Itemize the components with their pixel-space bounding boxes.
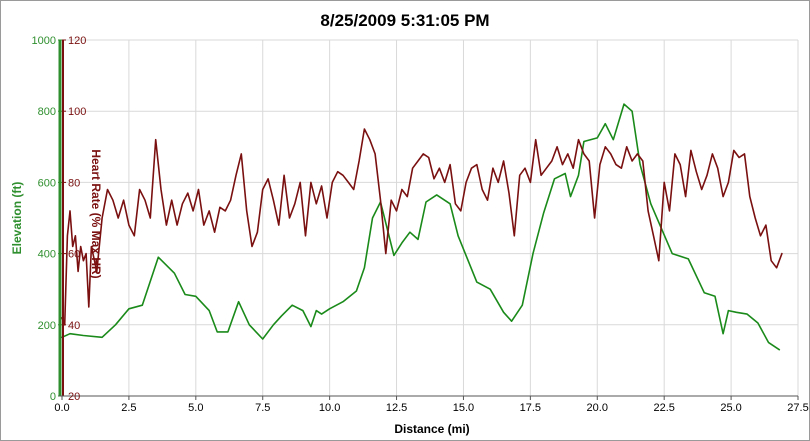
elevation-series-line bbox=[61, 103, 781, 351]
heart-rate-tick-label: 20 bbox=[68, 391, 80, 403]
x-tick-label: 27.5 bbox=[787, 402, 808, 414]
x-tick-label: 2.5 bbox=[121, 402, 136, 414]
x-tick-label: 7.5 bbox=[255, 402, 270, 414]
heart-rate-axis-label: Heart Rate (% Max HR) bbox=[89, 149, 103, 278]
x-axis-label: Distance (mi) bbox=[394, 422, 469, 436]
elevation-tick-label: 1000 bbox=[32, 35, 56, 47]
elevation-tick-label: 800 bbox=[38, 106, 56, 118]
x-tick-label: 12.5 bbox=[386, 402, 407, 414]
heart-rate-tick-label: 100 bbox=[68, 106, 86, 118]
tick-labels: 0.0 2.5 5.0 7.5 10.0 12.5 15.0 17.5 20.0 22.5 25.0… bbox=[32, 35, 809, 414]
x-tick-label: 20.0 bbox=[587, 402, 608, 414]
elevation-tick-label: 0 bbox=[50, 391, 56, 403]
x-tick-label: 0.0 bbox=[54, 402, 69, 414]
grid-lines bbox=[62, 39, 799, 396]
heart-rate-tick-label: 60 bbox=[68, 249, 80, 261]
elevation-tick-label: 200 bbox=[38, 320, 56, 332]
elevation-axis-label: Elevation (ft) bbox=[10, 182, 24, 255]
elevation-tick-label: 400 bbox=[38, 249, 56, 261]
x-tick-label: 17.5 bbox=[520, 402, 541, 414]
x-tick-label: 15.0 bbox=[453, 402, 474, 414]
heart-rate-tick-label: 120 bbox=[68, 35, 86, 47]
x-tick-label: 10.0 bbox=[319, 402, 340, 414]
heart-rate-series-line bbox=[61, 128, 783, 326]
x-tick-label: 5.0 bbox=[188, 402, 203, 414]
series-layer bbox=[61, 103, 783, 351]
x-tick-label: 22.5 bbox=[653, 402, 674, 414]
axes-layer bbox=[58, 39, 799, 400]
x-tick-label: 25.0 bbox=[720, 402, 741, 414]
elevation-tick-label: 600 bbox=[38, 177, 56, 189]
heart-rate-tick-label: 40 bbox=[68, 320, 80, 332]
heart-rate-tick-label: 80 bbox=[68, 177, 80, 189]
chart-title: 8/25/2009 5:31:05 PM bbox=[320, 11, 489, 30]
